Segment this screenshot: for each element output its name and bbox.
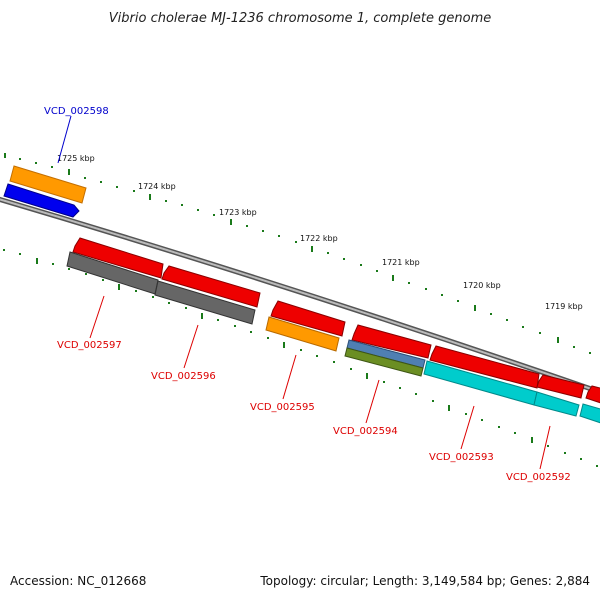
chromosome-backbone-highlight [0,198,600,393]
leader-line-VCD_002597 [89,295,105,339]
gene-arrow-VCD_002597[interactable] [72,237,164,279]
orange-feature-bar[interactable] [265,316,340,352]
leader-line-VCD_002594 [365,379,380,424]
kbp-label-1719: 1719 kbp [545,302,583,311]
map-title: Vibrio cholerae MJ-1236 chromosome 1, co… [108,11,492,26]
gene-arrow-next[interactable] [585,385,600,404]
kbp-label-1721: 1721 kbp [382,258,420,267]
gene-arrow-VCD_002596[interactable] [161,265,261,308]
red-cds-track [72,237,600,404]
leader-line-VCD_002592 [539,425,551,470]
feature-bar-track [66,251,600,424]
accession-label: Accession: NC_012668 [10,574,147,588]
kbp-label-1720: 1720 kbp [463,281,501,290]
gene-arrow-VCD_002594[interactable] [351,324,432,359]
cyan-feature-bar-3[interactable] [579,403,600,424]
upper-tick-track [4,153,591,354]
gene-label-VCD_002595[interactable]: VCD_002595 [250,402,315,413]
gene-label-VCD_002593[interactable]: VCD_002593 [429,452,494,463]
gene-arrow-VCD_002592[interactable] [536,374,585,399]
olive-feature-bar[interactable] [344,347,424,377]
gene-label-VCD_002594[interactable]: VCD_002594 [333,426,398,437]
leader-line-VCD_002595 [282,354,297,400]
gene-label-VCD_002598[interactable]: VCD_002598 [44,106,109,117]
gene-feature-orange-upper[interactable] [9,165,87,204]
kbp-label-1724: 1724 kbp [138,182,176,191]
leader-line-VCD_002598 [57,115,72,164]
gene-label-VCD_002596[interactable]: VCD_002596 [151,371,216,382]
gene-label-VCD_002597[interactable]: VCD_002597 [57,340,122,351]
leader-line-VCD_002593 [460,405,475,450]
gene-arrow-VCD_002593[interactable] [429,345,540,389]
gene-arrow-VCD_002595[interactable] [270,300,346,337]
kbp-label-1725: 1725 kbp [57,154,95,163]
gene-arrow-VCD_002598[interactable] [3,183,80,218]
leader-line-VCD_002596 [183,324,199,369]
kbp-label-group: 1725 kbp 1724 kbp 1723 kbp 1722 kbp 1721… [57,154,583,311]
gene-label-group: VCD_002598 VCD_002597 VCD_002596 VCD_002… [44,106,571,483]
gray-feature-bar-2[interactable] [154,280,256,325]
genome-summary-label: Topology: circular; Length: 3,149,584 bp… [260,574,590,588]
gene-label-VCD_002592[interactable]: VCD_002592 [506,472,571,483]
kbp-label-1722: 1722 kbp [300,234,338,243]
lower-tick-track [3,249,598,467]
kbp-label-1723: 1723 kbp [219,208,257,217]
cyan-feature-bar-2[interactable] [533,391,580,417]
